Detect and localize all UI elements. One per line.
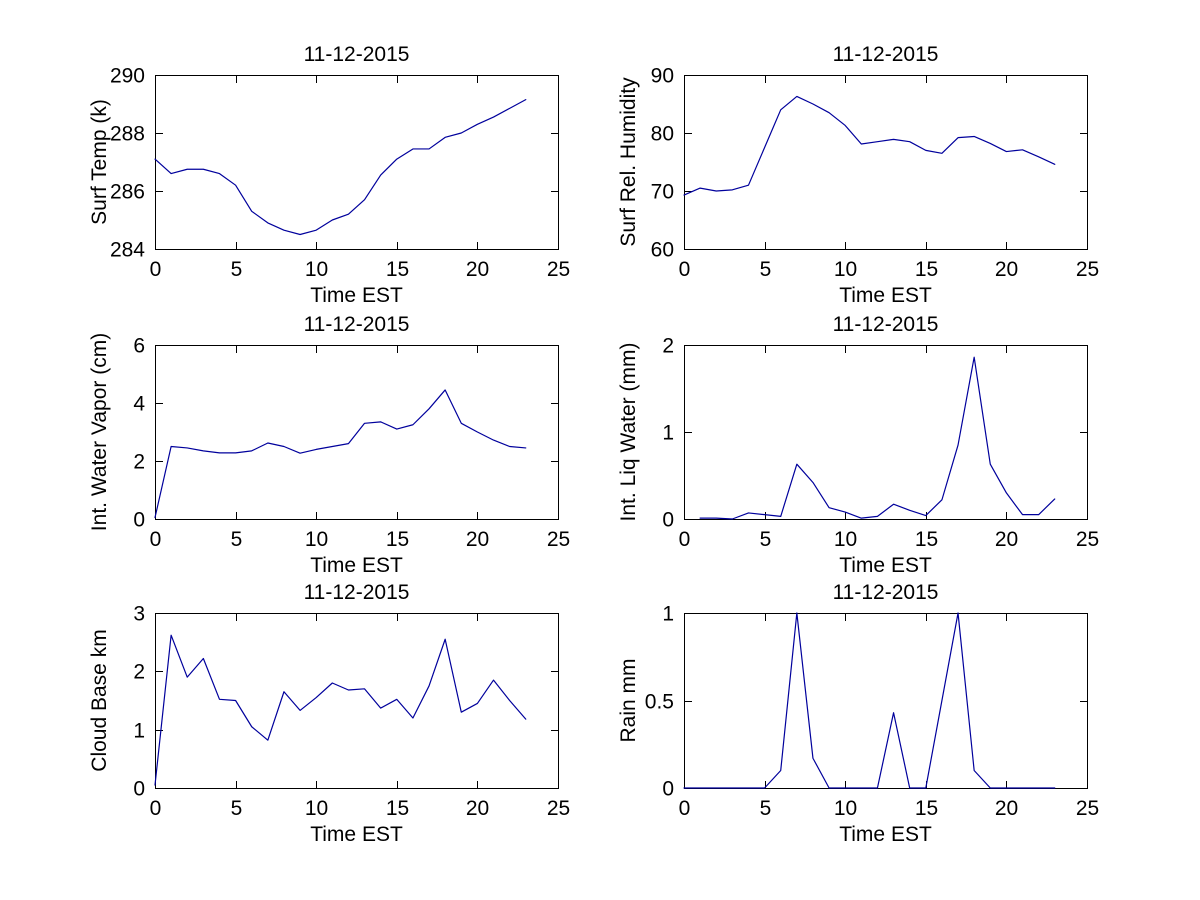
y-tick-label: 286 [110,181,145,204]
y-axis-label: Int. Liq Water (mm) [617,343,640,522]
x-tick-label: 0 [679,258,691,281]
x-tick-label: 20 [466,528,489,551]
x-axis-label: Time EST [839,284,932,307]
y-tick-label: 290 [110,65,145,88]
axes-box [155,345,559,520]
y-tick-label: 2 [133,661,145,684]
y-tick-label: 6 [133,335,145,358]
x-tick-label: 10 [834,797,857,820]
x-tick-label: 15 [915,797,938,820]
data-line-rain [683,612,1056,789]
x-tick-label: 20 [995,797,1018,820]
y-tick-label: 2 [133,451,145,474]
subplot-int-liq-water: 0 5 10 15 20 25 0 1 2 11-12-2015 Time EST Int. Liq … [617,313,1099,577]
subplot-title: 11-12-2015 [833,313,939,336]
data-line-surf-temp [154,99,527,236]
x-tick-label: 25 [547,258,570,281]
y-tick-label: 1 [662,603,674,626]
y-tick-label: 0.5 [645,691,674,714]
y-tick-label: 70 [651,181,674,204]
subplot-title: 11-12-2015 [833,43,939,66]
subplot-cloud-base: 0 5 10 15 20 25 0 1 2 3 11-12-2015 Time EST Cloud Ba… [88,581,570,846]
y-tick-label: 288 [110,123,145,146]
y-tick-label: 0 [662,778,674,801]
x-tick-label: 15 [386,797,409,820]
x-tick-label: 25 [547,528,570,551]
axes-box [155,75,559,250]
subplot-surf-temp: 0 5 10 15 20 25 284 286 288 290 11-12-2015 Time EST… [88,43,570,307]
x-tick-label: 15 [386,528,409,551]
x-tick-label: 20 [466,258,489,281]
x-tick-label: 5 [760,528,772,551]
x-axis-label: Time EST [310,284,403,307]
x-tick-label: 5 [231,258,243,281]
data-line-cloud-base [154,634,527,786]
y-tick-label: 2 [662,335,674,358]
axes-box [684,75,1088,250]
x-tick-label: 25 [1076,258,1099,281]
x-tick-label: 10 [834,528,857,551]
x-tick-label: 5 [231,797,243,820]
x-tick-label: 20 [995,528,1018,551]
y-tick-label: 0 [133,509,145,532]
x-tick-label: 20 [995,258,1018,281]
x-tick-label: 5 [231,528,243,551]
y-tick-label: 3 [133,603,145,626]
y-tick-label: 0 [662,509,674,532]
data-line-int-water-vapor [154,389,527,519]
subplot-rain: 0 5 10 15 20 25 0 0.5 1 11-12-2015 Time EST Rain mm [617,581,1099,846]
y-tick-label: 80 [651,123,674,146]
x-tick-label: 0 [150,797,162,820]
subplot-title: 11-12-2015 [304,43,410,66]
axes-box [155,613,559,789]
x-axis-label: Time EST [310,554,403,577]
x-tick-label: 0 [150,528,162,551]
y-tick-label: 1 [133,720,145,743]
x-tick-label: 0 [679,528,691,551]
y-tick-label: 1 [662,422,674,445]
y-axis-label: Rain mm [617,658,640,742]
subplot-surf-rel-humidity: 0 5 10 15 20 25 60 70 80 90 11-12-2015 Time EST Surf… [617,43,1099,307]
axes-box [684,345,1088,520]
subplot-title: 11-12-2015 [833,581,939,604]
x-tick-label: 5 [760,797,772,820]
subplot-int-water-vapor: 0 5 10 15 20 25 0 2 4 6 11-12-2015 Time EST Int. Wat… [88,313,570,577]
x-tick-label: 5 [760,258,772,281]
y-axis-label: Cloud Base km [88,629,111,771]
y-tick-label: 4 [133,393,145,416]
x-tick-label: 10 [834,258,857,281]
x-tick-label: 25 [1076,797,1099,820]
x-tick-label: 0 [679,797,691,820]
x-tick-label: 15 [915,258,938,281]
y-axis-label: Surf Temp (k) [88,99,111,225]
axes-box [684,613,1088,789]
x-axis-label: Time EST [839,823,932,846]
y-tick-label: 60 [651,239,674,262]
x-tick-label: 10 [305,528,328,551]
x-tick-label: 15 [915,528,938,551]
x-tick-label: 25 [1076,528,1099,551]
x-tick-label: 0 [150,258,162,281]
x-tick-label: 10 [305,797,328,820]
x-tick-label: 10 [305,258,328,281]
x-tick-label: 20 [466,797,489,820]
data-line-int-liq-water [699,356,1056,520]
x-tick-label: 25 [547,797,570,820]
x-axis-label: Time EST [310,823,403,846]
subplot-title: 11-12-2015 [304,581,410,604]
y-tick-label: 0 [133,778,145,801]
data-line-surf-rel-humidity [683,95,1056,196]
y-tick-label: 284 [110,239,145,262]
x-axis-label: Time EST [839,554,932,577]
subplot-title: 11-12-2015 [304,313,410,336]
y-axis-label: Surf Rel. Humidity [617,77,640,247]
x-tick-label: 15 [386,258,409,281]
y-tick-label: 90 [651,65,674,88]
y-axis-label: Int. Water Vapor (cm) [88,333,111,531]
